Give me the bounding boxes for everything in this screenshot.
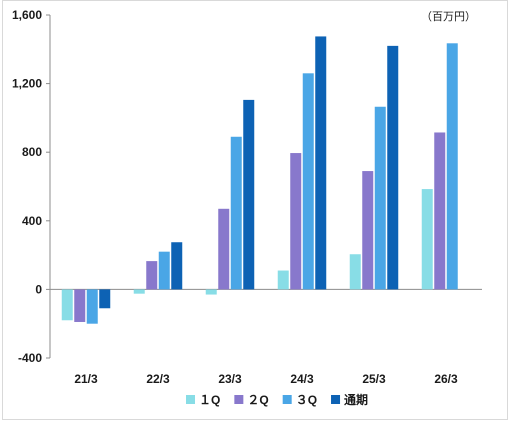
- y-tick-label: 400: [22, 214, 42, 228]
- bar-24-3-4: [315, 36, 327, 290]
- bar-22-3-1: [133, 289, 145, 294]
- bar-23-3-2: [218, 208, 230, 290]
- y-tick-label: 0: [35, 282, 42, 296]
- bar-25-3-3: [374, 106, 386, 290]
- legend-swatch: [282, 395, 292, 404]
- bar-21-3-3: [86, 289, 98, 324]
- bar-24-3-2: [290, 153, 302, 290]
- x-tick-label: 23/3: [218, 372, 242, 386]
- y-tick-label: 800: [22, 145, 42, 159]
- legend-swatch: [186, 395, 195, 404]
- legend-label: 通期: [344, 392, 368, 407]
- x-tick-label: 22/3: [146, 372, 170, 386]
- bar-23-3-4: [243, 99, 255, 290]
- bar-22-3-3: [158, 251, 170, 290]
- bar-25-3-1: [349, 254, 361, 290]
- legend-label: １Q: [199, 393, 220, 407]
- bar-26-3-2: [434, 132, 446, 290]
- bar-24-3-1: [277, 270, 289, 290]
- bar-24-3-3: [302, 73, 314, 290]
- x-tick-label: 26/3: [434, 372, 458, 386]
- bar-25-3-4: [387, 45, 399, 290]
- legend: １Q ２Q ３Q 通期: [186, 392, 368, 407]
- legend-label: ３Q: [296, 393, 317, 407]
- chart-axes: [46, 14, 482, 359]
- bar-22-3-2: [146, 261, 158, 290]
- y-tick-label: -400: [18, 351, 42, 365]
- legend-swatch: [234, 395, 244, 404]
- y-tick-label: 1,600: [12, 8, 42, 22]
- legend-label: ２Q: [247, 393, 268, 407]
- bar-25-3-2: [362, 171, 374, 290]
- chart-labels: -400 0 400 800 1,200 1,600 21/3 22/3 23/3 24/3 25/…: [12, 8, 458, 386]
- bar-21-3-2: [74, 289, 86, 322]
- y-tick-label: 1,200: [12, 77, 42, 91]
- legend-swatch: [331, 395, 341, 404]
- bar-22-3-4: [171, 242, 183, 290]
- bar-21-3-4: [99, 289, 111, 309]
- unit-label: （百万円）: [421, 10, 476, 23]
- bar-26-3-1: [421, 189, 433, 290]
- bar-26-3-3: [446, 43, 458, 290]
- bar-21-3-1: [61, 289, 73, 321]
- x-tick-label: 21/3: [74, 372, 98, 386]
- x-tick-label: 25/3: [362, 372, 386, 386]
- bar-23-3-3: [230, 136, 242, 290]
- x-tick-label: 24/3: [290, 372, 314, 386]
- bar-23-3-1: [205, 289, 217, 295]
- chart-bars: [61, 36, 458, 324]
